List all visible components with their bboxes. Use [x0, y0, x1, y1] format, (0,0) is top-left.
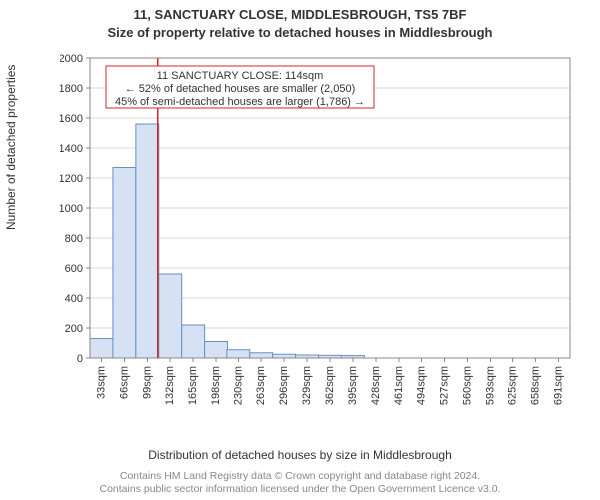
histogram-bar	[182, 325, 205, 358]
x-tick-label: 428sqm	[370, 366, 382, 405]
x-tick-label: 625sqm	[507, 366, 519, 405]
title-line-2: Size of property relative to detached ho…	[0, 24, 600, 42]
x-tick-label: 593sqm	[484, 366, 496, 405]
y-tick-label: 1000	[60, 203, 83, 215]
y-tick-label: 0	[77, 353, 83, 365]
x-tick-label: 560sqm	[462, 366, 474, 405]
x-tick-label: 263sqm	[255, 366, 267, 405]
y-tick-label: 2000	[60, 53, 83, 65]
y-ticks: 0 200 400 600 800 1000 1200 1400 1600 1800 2000	[60, 53, 90, 365]
annotation-text: 11 SANCTUARY CLOSE: 114sqm	[157, 70, 324, 82]
y-tick-label: 1800	[60, 83, 83, 95]
y-tick-label: 1200	[60, 173, 83, 185]
histogram-bar	[227, 350, 250, 358]
y-tick-label: 400	[65, 293, 83, 305]
y-tick-label: 1600	[60, 113, 83, 125]
x-tick-label: 658sqm	[530, 366, 542, 405]
footer-line-1: Contains HM Land Registry data © Crown c…	[0, 470, 600, 483]
y-tick-label: 1400	[60, 143, 83, 155]
y-tick-label: 200	[65, 323, 83, 335]
footer-line-2: Contains public sector information licen…	[0, 483, 600, 496]
x-tick-label: 296sqm	[278, 366, 290, 405]
x-tick-label: 527sqm	[439, 366, 451, 405]
x-tick-label: 494sqm	[416, 366, 428, 405]
annotation-text: 45% of semi-detached houses are larger (…	[115, 96, 365, 108]
histogram-svg: 0 200 400 600 800 1000 1200 1400 1600 1800 2000 33s…	[60, 50, 580, 420]
histogram-bar	[273, 354, 296, 358]
y-tick-label: 800	[65, 233, 83, 245]
x-tick-label: 33sqm	[95, 366, 107, 399]
histogram-bar	[136, 124, 159, 358]
histogram-bar	[159, 274, 182, 358]
y-tick-label: 600	[65, 263, 83, 275]
x-tick-label: 132sqm	[164, 366, 176, 405]
chart-title: 11, SANCTUARY CLOSE, MIDDLESBROUGH, TS5 …	[0, 0, 600, 41]
y-axis-label: Number of detached properties	[4, 65, 18, 230]
x-tick-label: 230sqm	[232, 366, 244, 405]
x-tick-label: 99sqm	[141, 366, 153, 399]
x-tick-label: 461sqm	[393, 366, 405, 405]
x-ticks: 33sqm 66sqm 99sqm 132sqm 165sqm 198sqm 230sqm 2…	[95, 358, 564, 405]
footer: Contains HM Land Registry data © Crown c…	[0, 470, 600, 496]
histogram-bar	[113, 168, 136, 359]
annotation-text: ← 52% of detached houses are smaller (2,…	[125, 83, 356, 95]
histogram-bar	[205, 342, 228, 359]
x-tick-label: 198sqm	[210, 366, 222, 405]
histogram-bar	[250, 353, 273, 358]
title-line-1: 11, SANCTUARY CLOSE, MIDDLESBROUGH, TS5 …	[0, 6, 600, 24]
histogram-bar	[90, 339, 113, 359]
x-tick-label: 329sqm	[301, 366, 313, 405]
x-tick-label: 395sqm	[347, 366, 359, 405]
page-root: 11, SANCTUARY CLOSE, MIDDLESBROUGH, TS5 …	[0, 0, 600, 500]
chart-area: 0 200 400 600 800 1000 1200 1400 1600 1800 2000 33s…	[60, 50, 580, 420]
x-axis-label: Distribution of detached houses by size …	[0, 448, 600, 462]
x-tick-label: 165sqm	[187, 366, 199, 405]
x-tick-label: 66sqm	[118, 366, 130, 399]
x-tick-label: 691sqm	[553, 366, 565, 405]
x-tick-label: 362sqm	[324, 366, 336, 405]
bars-group	[90, 124, 364, 358]
